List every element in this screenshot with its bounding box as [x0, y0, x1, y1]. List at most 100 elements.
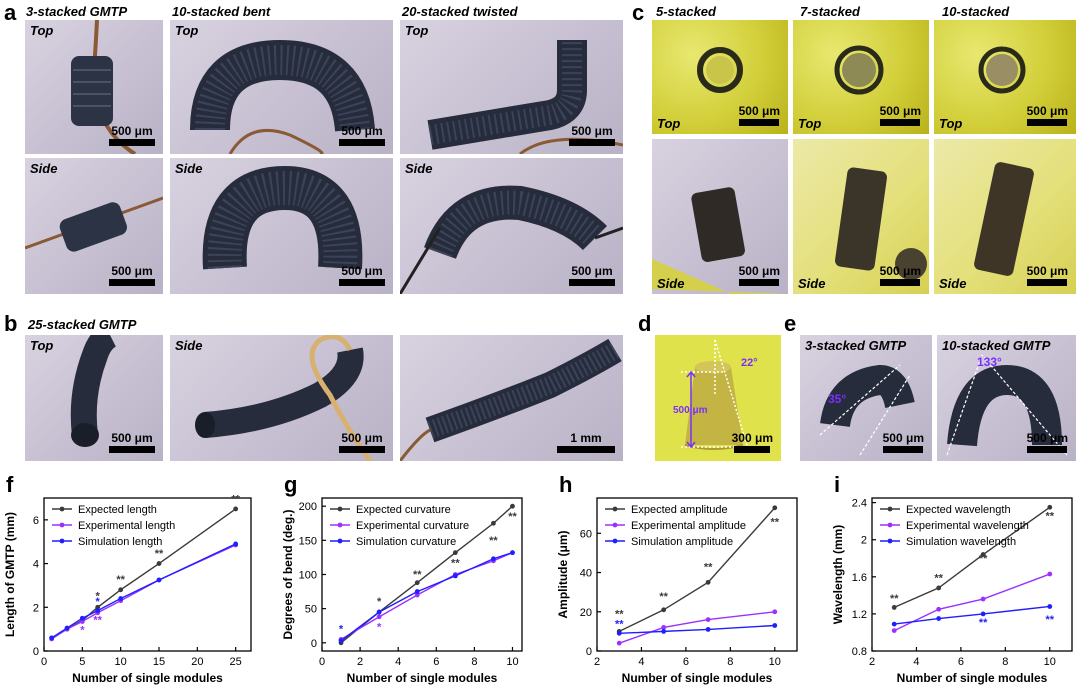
- series-line-2: [619, 624, 775, 635]
- series-line-2: [894, 605, 1050, 625]
- bend-angle-label-2: 133°: [977, 355, 1002, 369]
- data-point: [772, 623, 778, 628]
- scale-bar-label: 500 μm: [571, 124, 613, 138]
- x-axis-label: Number of single modules: [72, 671, 223, 685]
- data-point: [936, 616, 942, 621]
- scale-bar: 500 μm: [569, 124, 615, 146]
- plot-frame: [871, 497, 1073, 652]
- x-tick-label: 4: [395, 656, 401, 668]
- legend-marker: [59, 506, 65, 512]
- legend-entry: Expected amplitude: [631, 504, 728, 516]
- bend-angle-label-1: 35°: [828, 392, 847, 406]
- panel-c-title-1: 5-stacked: [656, 4, 716, 19]
- view-label-top: Top: [30, 23, 54, 38]
- scale-bar-label: 500 μm: [341, 431, 383, 445]
- data-point: [661, 607, 667, 613]
- cone-angle-label: 22°: [741, 357, 758, 369]
- panel-label-c: c: [632, 0, 645, 25]
- x-tick-label: 8: [727, 656, 733, 668]
- data-point: [510, 503, 515, 509]
- micrograph-c3-side: Side 500 μm: [934, 139, 1076, 294]
- data-point: [233, 541, 239, 547]
- significance-mark: **: [508, 511, 517, 523]
- micrograph-e2: 10-stacked GMTP 133° 500 μm: [937, 335, 1076, 461]
- scale-bar: 1 mm: [557, 431, 615, 453]
- significance-mark: **: [1045, 614, 1054, 626]
- data-point: [661, 628, 667, 634]
- y-tick-label: 0: [586, 646, 592, 658]
- significance-mark: **: [489, 535, 498, 547]
- y-tick-label: 2: [861, 535, 867, 547]
- data-point: [705, 627, 711, 632]
- view-label-top: Top: [939, 116, 963, 131]
- scale-bar-label: 300 μm: [731, 431, 773, 445]
- scale-bar: 500 μm: [739, 264, 780, 286]
- micrograph-a3-side: Side 500 μm: [400, 158, 623, 294]
- significance-mark: **: [1045, 510, 1054, 522]
- data-point: [452, 573, 458, 579]
- cone-model-image: [681, 339, 751, 456]
- plot-frame: [596, 497, 798, 652]
- series-line-0: [893, 506, 1051, 609]
- significance-mark: **: [615, 618, 624, 630]
- significance-mark: **: [451, 557, 460, 569]
- scale-bar-label: 1 mm: [570, 431, 602, 445]
- micrograph-c3-top: Top 500 μm: [934, 20, 1076, 134]
- panel-label-b: b: [4, 311, 18, 336]
- x-tick-label: 2: [594, 656, 600, 668]
- y-tick-label: 40: [580, 568, 592, 580]
- data-point: [452, 550, 458, 556]
- x-axis-label: Number of single modules: [897, 671, 1048, 685]
- y-tick-label: 60: [580, 528, 592, 540]
- x-tick-label: 6: [958, 656, 964, 668]
- view-label-top: Top: [798, 116, 822, 131]
- data-point: [233, 506, 239, 512]
- scale-bar: 500 μm: [109, 124, 155, 146]
- x-tick-label: 4: [913, 656, 919, 668]
- micrograph-a2-top: Top 500 μm: [170, 20, 393, 154]
- y-axis-label: Length of GMTP (mm): [3, 512, 17, 637]
- y-tick-label: 0.8: [852, 646, 867, 658]
- micrograph-b1-top: Top 500 μm: [25, 335, 163, 461]
- data-point: [64, 625, 70, 631]
- data-point: [772, 609, 778, 615]
- legend-marker: [337, 522, 343, 528]
- tube-image: [400, 338, 622, 461]
- series-line-1: [893, 573, 1051, 632]
- data-point: [661, 625, 667, 630]
- scale-bar: 300 μm: [732, 431, 773, 453]
- micrograph-c1-top: Top 500 μm: [652, 20, 788, 134]
- data-point: [510, 550, 515, 556]
- legend-entry: Experimental wavelength: [906, 520, 1029, 532]
- micrograph-c2-top: Top 500 μm: [793, 20, 929, 134]
- significance-mark: **: [890, 593, 899, 605]
- series-line-2: [340, 551, 513, 642]
- tube-image: [71, 20, 137, 154]
- scale-bar: 500 μm: [883, 431, 924, 453]
- data-point: [338, 638, 344, 644]
- ring-image: [697, 47, 743, 93]
- legend-entry: Experimental curvature: [356, 520, 469, 532]
- data-point: [616, 640, 622, 646]
- data-point: [376, 614, 382, 620]
- tube-image: [835, 167, 927, 280]
- view-label-side: Side: [175, 338, 203, 353]
- scale-bar-label: 500 μm: [111, 431, 153, 445]
- x-tick-label: 2: [357, 656, 363, 668]
- data-point: [980, 611, 986, 617]
- scale-bar-label: 500 μm: [571, 264, 613, 278]
- x-tick-label: 10: [1044, 656, 1056, 668]
- data-point: [156, 577, 162, 583]
- micrograph-b3: 1 mm: [400, 335, 623, 461]
- scale-bar: 500 μm: [109, 264, 155, 286]
- y-tick-label: 100: [299, 570, 317, 582]
- scale-bar: 500 μm: [1027, 264, 1068, 286]
- data-point: [980, 552, 986, 557]
- x-tick-label: 8: [1002, 656, 1008, 668]
- x-tick-label: 2: [869, 656, 875, 668]
- significance-mark: *: [96, 591, 101, 603]
- micrograph-a1-top: Top 500 μm: [25, 20, 163, 154]
- significance-mark: *: [80, 625, 85, 637]
- x-tick-label: 6: [433, 656, 439, 668]
